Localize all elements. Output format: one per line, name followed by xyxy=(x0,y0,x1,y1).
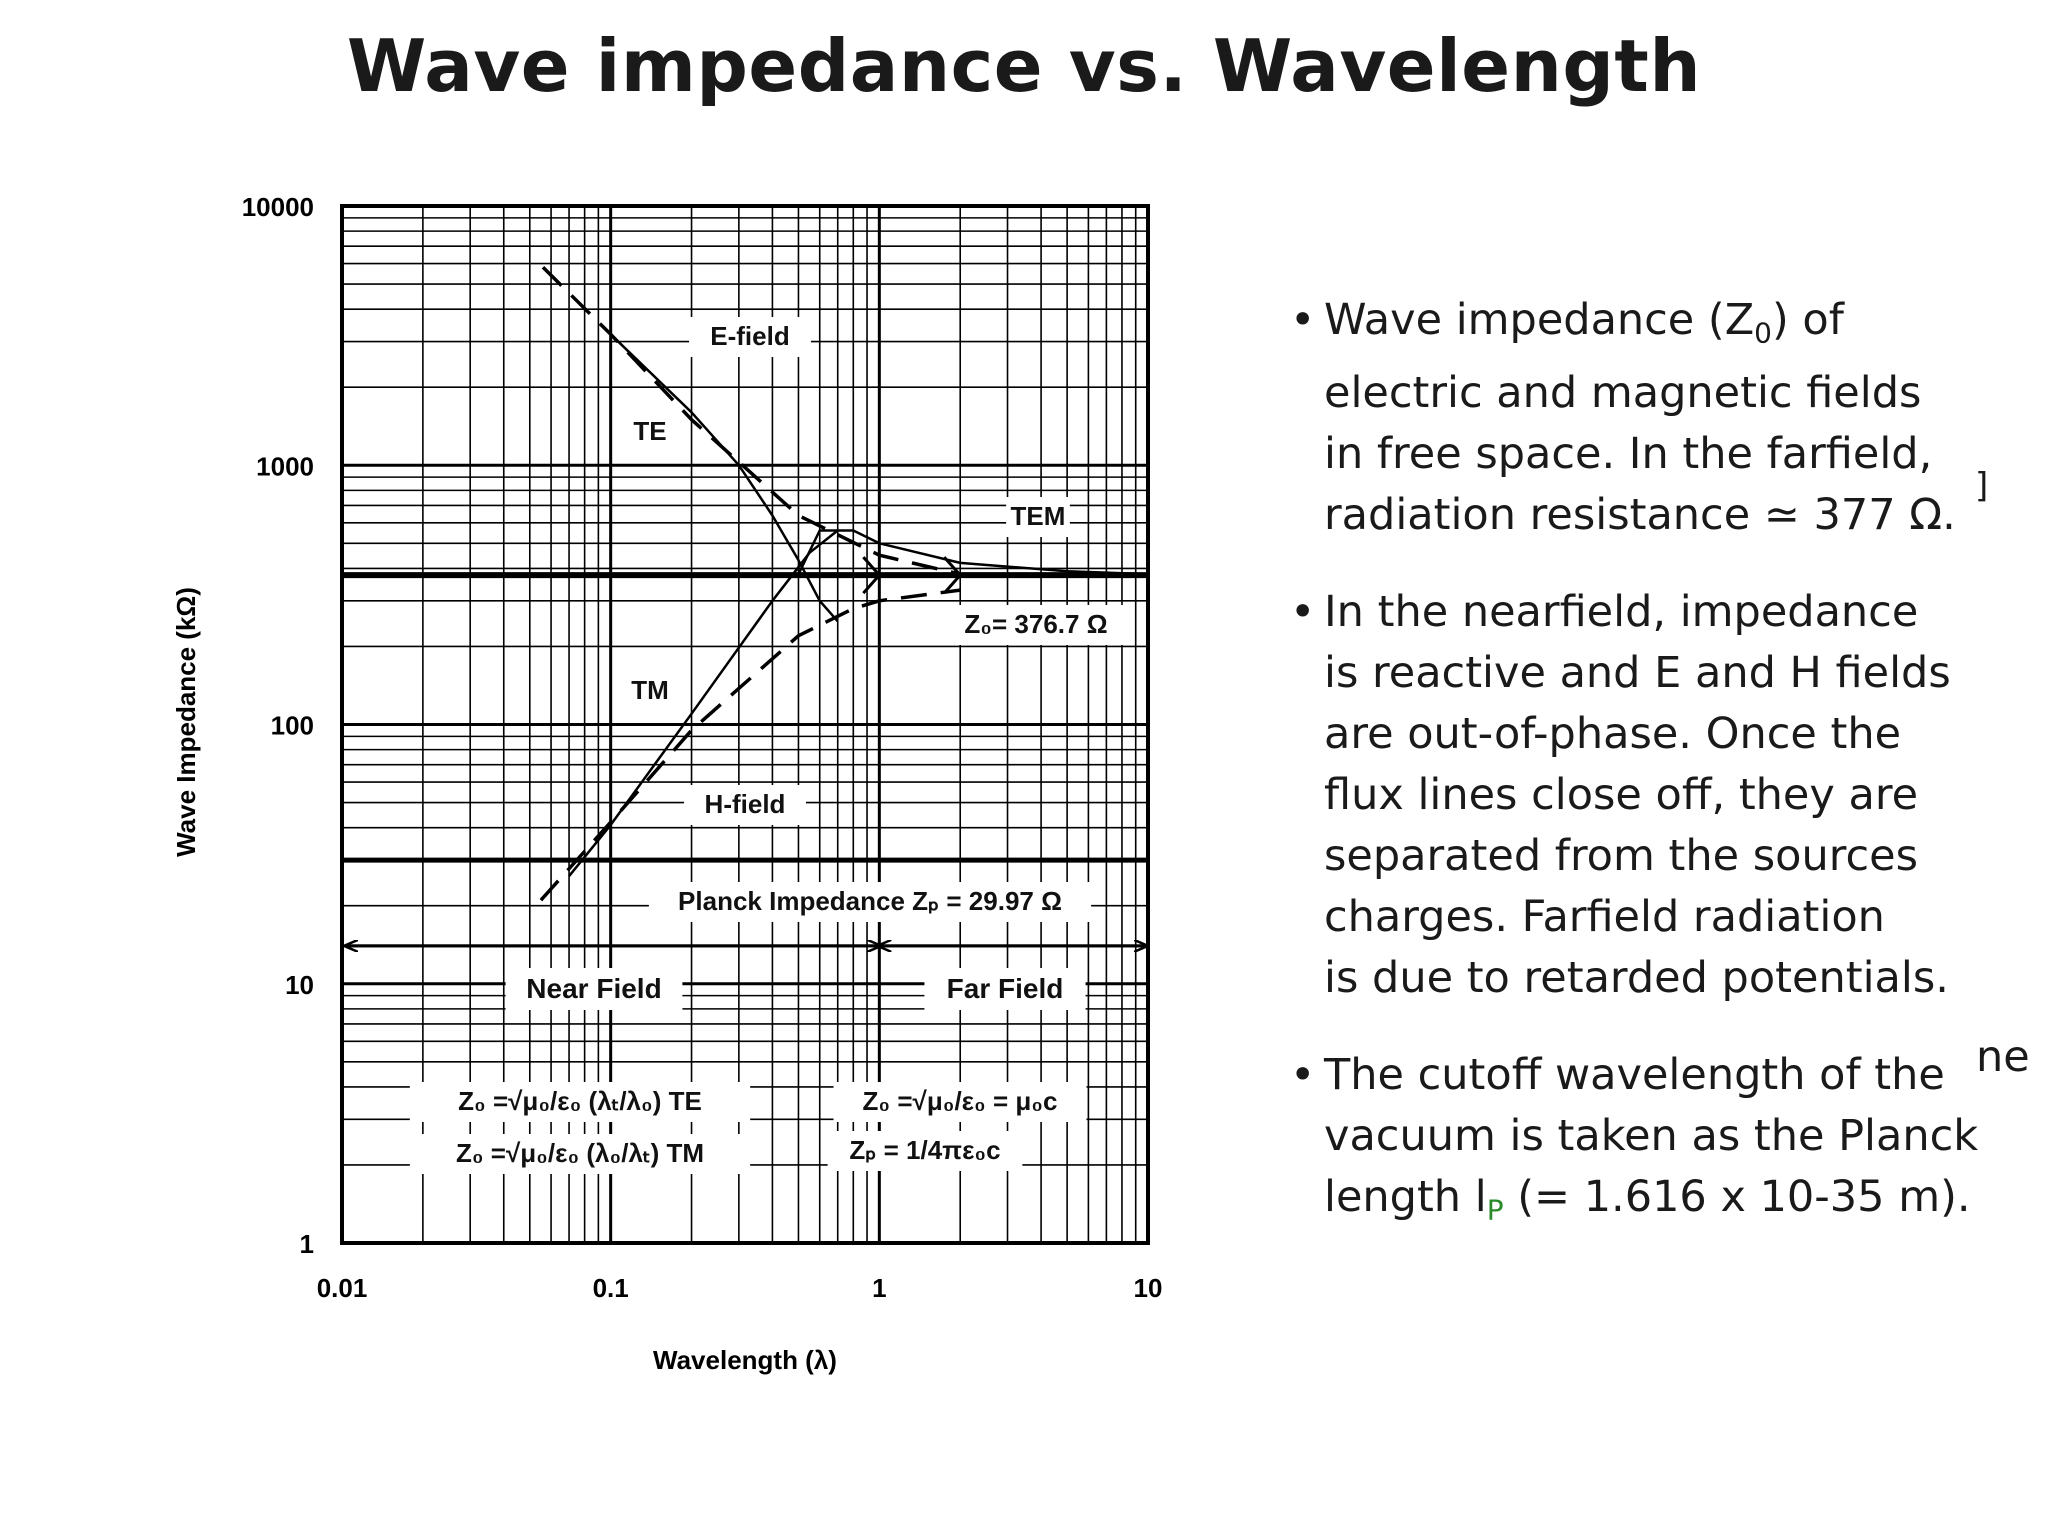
bullet-2-line-3: are out-of-phase. Once the xyxy=(1324,709,1902,760)
label-formula-zp-group: Zₚ = 1/4πε₀c xyxy=(827,1131,1023,1171)
label-planck-impedance-bg xyxy=(648,882,1092,922)
tick-label-layer: 0.01 0.1 1 10 1 10 100 1000 10000 xyxy=(242,192,1163,1303)
bullet-2-line-2: is reactive and E and H fields xyxy=(1324,648,1951,699)
label-te-group: TE xyxy=(625,412,675,452)
series-e-field xyxy=(541,266,961,576)
bullet-2-line-4: flux lines close off, they are xyxy=(1324,770,1919,821)
label-te: TE xyxy=(633,416,666,446)
z0-arrowhead xyxy=(862,556,882,595)
label-z0-group: Z₀= 376.7 Ω xyxy=(945,605,1127,645)
y-tick-label: 1 xyxy=(300,1229,314,1259)
bullet-3-line-1: The cutoff wavelength of the xyxy=(1324,1050,1945,1101)
label-e-field: E-field xyxy=(710,321,789,351)
label-formula-zp: Zₚ = 1/4πε₀c xyxy=(849,1135,1000,1165)
x-tick-label: 10 xyxy=(1134,1273,1163,1303)
label-formula-z0: Z₀ =√μ₀/ε₀ = μ₀c xyxy=(863,1086,1058,1116)
label-near-field: Near Field xyxy=(526,973,661,1004)
label-tem-bg xyxy=(1006,497,1070,537)
label-near-field-group: Near Field xyxy=(505,968,683,1010)
bullet-item-cutoff: The cutoff wavelength of the vacuum is t… xyxy=(1290,1045,1990,1240)
y-tick-label: 100 xyxy=(271,711,314,741)
label-h-field: H-field xyxy=(705,789,786,819)
bullet-2-line-7: is due to retarded potentials. xyxy=(1324,953,1949,1004)
series-layer xyxy=(539,266,1149,902)
bullet-3-line-3: length l xyxy=(1324,1172,1487,1223)
bullet-1-line-1: Wave impedance (Z xyxy=(1324,295,1755,345)
label-far-field: Far Field xyxy=(947,973,1064,1004)
label-formula-z0-group: Z₀ =√μ₀/ε₀ = μ₀c xyxy=(833,1082,1087,1122)
x-axis-label: Wavelength (λ) xyxy=(653,1345,837,1375)
label-tem: TEM xyxy=(1011,501,1066,531)
annotation-layer: E-field TE TEM Z₀= 376.7 Ω TM H-field Planck I… xyxy=(409,317,1127,1174)
label-tem-group: TEM xyxy=(1006,497,1070,537)
bullet-1-subscript: 0 xyxy=(1754,316,1772,350)
label-formula-te-group: Z₀ =√μ₀/ε₀ (λₜ/λ₀) TE xyxy=(409,1082,751,1122)
label-h-field-group: H-field xyxy=(684,785,806,825)
bullet-item-nearfield: In the nearfield, impedance is reactive … xyxy=(1290,582,1990,1009)
y-tick-label: 10000 xyxy=(242,192,314,222)
x-tick-label: 0.01 xyxy=(317,1273,368,1303)
label-tm: TM xyxy=(631,675,669,705)
label-h-field-bg xyxy=(684,785,806,825)
label-e-field-bg xyxy=(689,317,811,357)
label-far-field-bg xyxy=(924,968,1086,1010)
bullet-2-line-6: charges. Farfield radiation xyxy=(1324,892,1885,943)
label-formula-tm-bg xyxy=(409,1134,751,1174)
label-z0-bg xyxy=(945,605,1127,645)
label-z0: Z₀= 376.7 Ω xyxy=(964,609,1107,639)
label-far-field-group: Far Field xyxy=(924,968,1086,1010)
label-formula-zp-bg xyxy=(827,1131,1023,1171)
label-e-field-group: E-field xyxy=(689,317,811,357)
bullet-3-line-3-end: (= 1.616 x 10-35 m). xyxy=(1517,1172,1971,1223)
label-planck-impedance-group: Planck Impedance Zₚ = 29.97 Ω xyxy=(648,882,1092,922)
y-tick-label: 10 xyxy=(285,970,314,1000)
label-formula-tm-group: Z₀ =√μ₀/ε₀ (λ₀/λₜ) TM xyxy=(409,1134,751,1174)
series-tm xyxy=(568,529,839,877)
bullet-1-line-3: in free space. In the farfield, xyxy=(1324,429,1933,480)
label-near-field-bg xyxy=(505,968,683,1010)
bullet-3-line-2: vacuum is taken as the Planck xyxy=(1324,1111,1979,1162)
stray-text-fragment: ] xyxy=(1975,466,1989,506)
bullet-3-subscript: P xyxy=(1486,1193,1504,1227)
label-formula-te-bg xyxy=(409,1082,751,1122)
y-tick-label: 1000 xyxy=(256,451,314,481)
bullet-1-line-4: radiation resistance ≃ 377 Ω. xyxy=(1324,490,1956,541)
plot-frame xyxy=(340,204,1150,1245)
series-h-field xyxy=(539,588,961,902)
x-tick-label: 0.1 xyxy=(593,1273,629,1303)
bullet-1-line-1-end: ) of xyxy=(1771,295,1844,345)
series-tem xyxy=(797,529,1149,576)
bullet-1-line-2: electric and magnetic fields xyxy=(1324,368,1922,419)
series-te xyxy=(609,333,839,623)
label-tm-bg xyxy=(625,671,675,711)
label-te-bg xyxy=(625,412,675,452)
label-tm-group: TM xyxy=(625,671,675,711)
z0-arrowhead xyxy=(943,556,963,595)
bullet-list: Wave impedance (Z0) of electric and magn… xyxy=(1290,290,1990,1277)
y-axis-label: Wave Impedance (kΩ) xyxy=(171,587,201,857)
bullet-2-line-1: In the nearfield, impedance xyxy=(1324,587,1919,638)
label-planck-impedance: Planck Impedance Zₚ = 29.97 Ω xyxy=(678,886,1062,916)
slide-title: Wave impedance vs. Wavelength xyxy=(346,24,1702,108)
label-formula-te: Z₀ =√μ₀/ε₀ (λₜ/λ₀) TE xyxy=(458,1086,702,1116)
label-formula-z0-bg xyxy=(833,1082,1087,1122)
bullet-item-impedance: Wave impedance (Z0) of electric and magn… xyxy=(1290,290,1990,546)
label-formula-tm: Z₀ =√μ₀/ε₀ (λ₀/λₜ) TM xyxy=(456,1138,704,1168)
bullet-2-line-5: separated from the sources xyxy=(1324,831,1918,882)
x-tick-label: 1 xyxy=(872,1273,886,1303)
stray-text-fragment: ne xyxy=(1976,1032,2030,1082)
reference-lines xyxy=(342,556,1148,946)
